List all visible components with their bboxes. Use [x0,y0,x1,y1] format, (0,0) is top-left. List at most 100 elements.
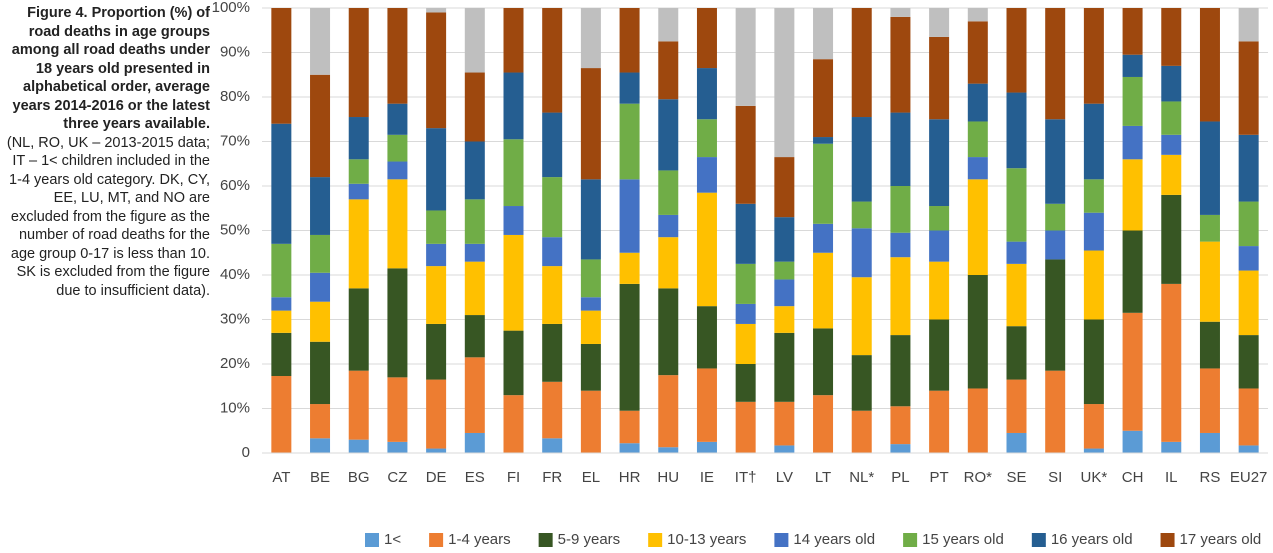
bar-segment [1238,388,1259,446]
bar-segment [967,8,988,22]
bar-segment [696,8,717,69]
bar-segment [890,16,911,113]
legend-label: 5-9 years [558,531,621,548]
bar-segment [967,179,988,275]
bar-segment [735,303,756,324]
bar-segment [658,99,679,171]
bar-segment [426,12,447,129]
bar-segment [580,297,601,311]
bar-segment [426,323,447,380]
bar-segment [503,330,524,396]
bar-segment [619,72,640,104]
bar-segment [310,177,331,235]
bar-segment [658,288,679,376]
bar-segment [735,8,756,106]
x-tick-label: EL [582,469,600,486]
x-tick-label: PT [930,469,949,486]
bar-segment [929,8,950,37]
bar-segment [929,119,950,207]
bar-segment [929,230,950,262]
bar-segment [658,375,679,448]
bar-segment [967,83,988,122]
bar-segment [387,179,408,269]
bar-segment [503,206,524,235]
bar-segment [696,68,717,120]
bar-segment [658,170,679,215]
bar-segment [735,263,756,304]
bar-segment [1045,119,1066,204]
bar-segment [542,112,563,178]
bar-segment [1161,154,1182,195]
bar-segment [890,257,911,336]
bar-segment [1238,445,1259,453]
bar-segment [696,192,717,307]
bar-segment [503,395,524,453]
bar-segment [851,355,872,411]
y-tick-label: 80% [220,88,250,105]
bar-segment [310,341,331,405]
bar-segment [348,288,369,371]
bar-segment [1045,370,1066,453]
bar-segment [580,343,601,391]
bar-segment [967,275,988,389]
bar-segment [310,74,331,178]
bar-segment [1161,283,1182,442]
bar-segment [929,390,950,453]
bar-segment [1006,263,1027,327]
legend-swatch [1160,533,1175,547]
bar-segment [890,444,911,453]
x-tick-label: FR [542,469,562,486]
bar-segment [658,447,679,453]
y-tick-label: 10% [220,399,250,416]
bar-segment [387,134,408,162]
bar-segment [1045,230,1066,260]
bar-segment [774,332,795,402]
legend-swatch [365,533,379,547]
bar-segment [1122,230,1143,313]
bar-segment [851,201,872,229]
bar-segment [348,8,369,118]
bar-segment [1006,326,1027,380]
legend-label: 15 years old [922,531,1004,548]
x-tick-label: UK* [1081,469,1108,486]
x-tick-label: HR [619,469,641,486]
bar-segment [1083,404,1104,449]
bar-segment [619,252,640,284]
bar-segment [1161,194,1182,284]
bar-segment [774,445,795,453]
bar-segment [464,72,485,142]
bar-segment [813,137,834,144]
bar-segment [1238,246,1259,271]
bar-segment [735,364,756,402]
bar-segment [464,243,485,262]
bar-segment [348,159,369,184]
bar-segment [813,143,834,224]
bar-segment [1006,92,1027,169]
bar-segment [1199,121,1220,215]
bar-segment [851,117,872,202]
bar-segment [387,161,408,180]
y-tick-label: 60% [220,177,250,194]
bar-segment [929,206,950,231]
bar-segment [1238,41,1259,135]
bar-segment [774,217,795,262]
caption: Figure 4. Proportion (%) of road deaths … [0,4,210,300]
bar-segment [1045,259,1066,371]
bar-segment [348,439,369,453]
bar-segment [658,214,679,238]
legend-swatch [648,533,663,547]
bar-segment [658,41,679,100]
bar-segment [1083,179,1104,213]
bar-segment [696,368,717,442]
bar-segment [1083,250,1104,320]
bar-segment [503,139,524,207]
bar-segment [851,8,872,118]
bar-segment [696,119,717,158]
x-tick-label: LT [815,469,831,486]
bar-segment [1006,241,1027,264]
bar-segment [1006,8,1027,93]
bar-segment [1238,270,1259,336]
bar-segment [1161,101,1182,135]
bar-segment [426,379,447,449]
